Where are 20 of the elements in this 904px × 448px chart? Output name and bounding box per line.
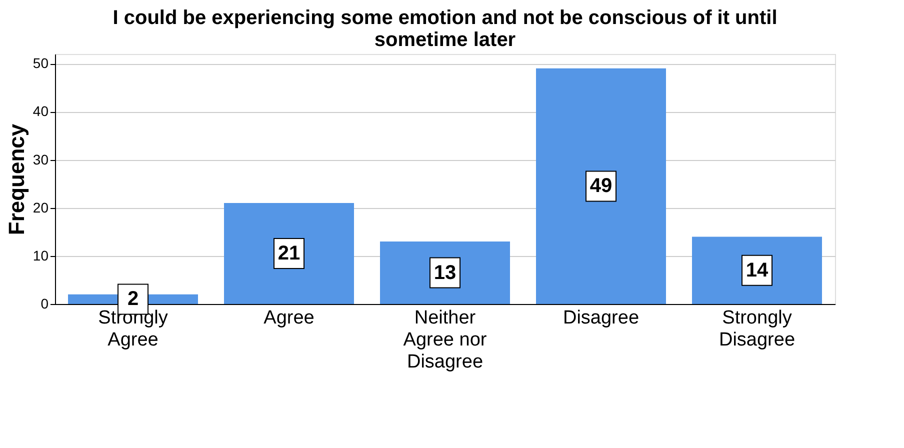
y-tick-label: 20 bbox=[32, 199, 49, 216]
bar bbox=[224, 203, 354, 304]
data-label: 49 bbox=[590, 175, 612, 198]
y-axis-title: Frequency bbox=[4, 123, 29, 236]
y-tick-label: 0 bbox=[40, 296, 49, 312]
bar bbox=[536, 68, 666, 304]
data-label: 14 bbox=[746, 259, 769, 282]
y-tick-label: 30 bbox=[32, 151, 49, 168]
chart-title: I could be experiencing some emotion and not be conscious of it until sometime later bbox=[112, 7, 778, 51]
x-tick-label: Disagree bbox=[562, 308, 640, 328]
data-label: 21 bbox=[278, 242, 300, 265]
x-tick-label: Neither Agree nor Disagree bbox=[403, 308, 488, 372]
x-tick-label: Agree bbox=[264, 308, 314, 328]
y-tick-label: 50 bbox=[32, 55, 49, 72]
x-tick-label: Strongly Disagree bbox=[718, 308, 796, 350]
bar bbox=[692, 236, 822, 304]
data-label: 13 bbox=[434, 262, 456, 284]
y-tick-label: 10 bbox=[32, 247, 49, 264]
data-label: 2 bbox=[127, 288, 139, 310]
y-tick-label: 40 bbox=[32, 103, 49, 120]
